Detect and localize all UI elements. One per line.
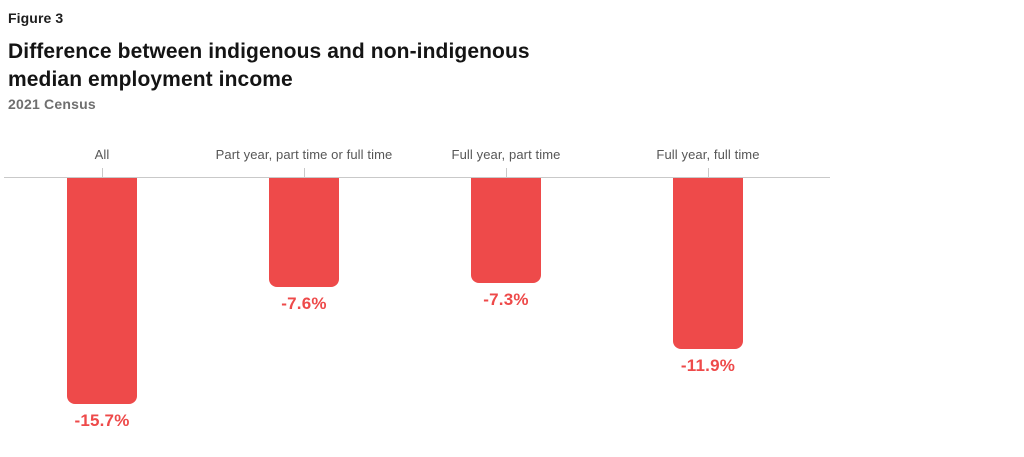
- value-label: -11.9%: [680, 356, 736, 375]
- bar: [673, 178, 743, 349]
- category-label: All: [94, 147, 110, 162]
- value-label: -15.7%: [74, 411, 130, 430]
- category-label: Part year, part time or full time: [215, 147, 393, 162]
- value-label: -7.3%: [483, 290, 529, 309]
- axis-tick: [708, 168, 709, 177]
- chart-subtitle: 2021 Census: [8, 96, 96, 112]
- category-label: Full year, part time: [451, 147, 561, 162]
- axis-tick: [304, 168, 305, 177]
- category-label: Full year, full time: [656, 147, 760, 162]
- axis-tick: [506, 168, 507, 177]
- bar: [67, 178, 137, 404]
- value-label: -7.6%: [281, 294, 327, 313]
- chart-title-line-2: median employment income: [8, 68, 293, 91]
- chart-title: Difference between indigenous and non-in…: [8, 38, 530, 94]
- chart-title-line-1: Difference between indigenous and non-in…: [8, 40, 530, 63]
- figure-label: Figure 3: [8, 10, 64, 26]
- bar: [269, 178, 339, 287]
- axis-tick: [102, 168, 103, 177]
- axis-baseline: [4, 177, 830, 178]
- bar: [471, 178, 541, 283]
